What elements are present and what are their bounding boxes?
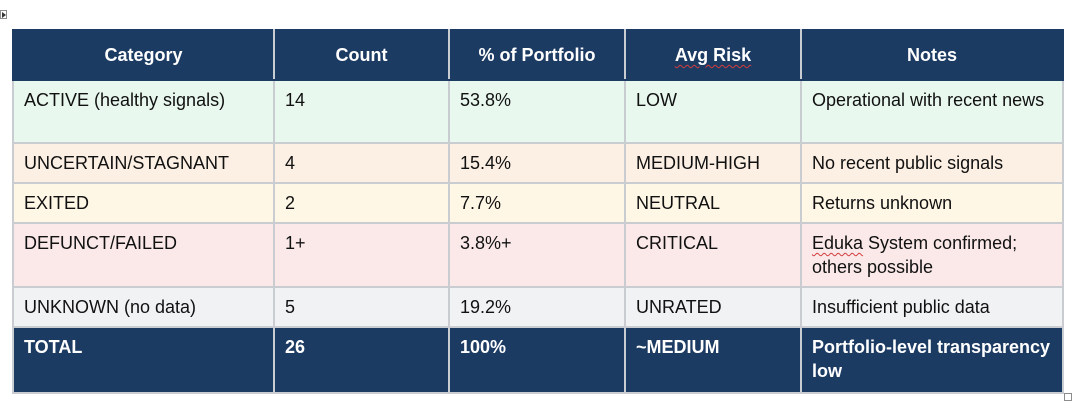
cell-risk[interactable]: UNRATED: [624, 286, 802, 328]
header-risk: Avg Risk: [624, 29, 802, 81]
total-risk[interactable]: ~MEDIUM: [624, 326, 802, 394]
table-row: EXITED 2 7.7% NEUTRAL Returns unknown: [12, 182, 1064, 224]
cell-category[interactable]: ACTIVE (healthy signals): [12, 79, 275, 144]
cell-count[interactable]: 1+: [273, 222, 450, 288]
table-move-handle-icon[interactable]: [0, 10, 7, 19]
total-percent[interactable]: 100%: [448, 326, 626, 394]
cell-category[interactable]: UNCERTAIN/STAGNANT: [12, 142, 275, 184]
header-count: Count: [273, 29, 450, 81]
cell-percent[interactable]: 3.8%+: [448, 222, 626, 288]
header-category: Category: [12, 29, 275, 81]
cell-risk[interactable]: NEUTRAL: [624, 182, 802, 224]
cell-percent[interactable]: 53.8%: [448, 79, 626, 144]
cell-percent[interactable]: 19.2%: [448, 286, 626, 328]
total-category[interactable]: TOTAL: [12, 326, 275, 394]
cell-percent[interactable]: 15.4%: [448, 142, 626, 184]
cell-count[interactable]: 5: [273, 286, 450, 328]
cell-percent[interactable]: 7.7%: [448, 182, 626, 224]
table-header-row: Category Count % of Portfolio Avg Risk N…: [12, 29, 1064, 81]
cell-notes[interactable]: Returns unknown: [800, 182, 1064, 224]
cell-count[interactable]: 14: [273, 79, 450, 144]
cell-category[interactable]: UNKNOWN (no data): [12, 286, 275, 328]
portfolio-summary-table: Category Count % of Portfolio Avg Risk N…: [12, 29, 1064, 394]
cell-count[interactable]: 2: [273, 182, 450, 224]
cell-notes[interactable]: Eduka System confirmed; others possible: [800, 222, 1064, 288]
total-count[interactable]: 26: [273, 326, 450, 394]
header-notes: Notes: [800, 29, 1064, 81]
table-row: UNKNOWN (no data) 5 19.2% UNRATED Insuff…: [12, 286, 1064, 328]
table-row: ACTIVE (healthy signals) 14 53.8% LOW Op…: [12, 79, 1064, 144]
header-risk-label: Avg Risk: [674, 45, 752, 65]
cell-category[interactable]: EXITED: [12, 182, 275, 224]
cell-category[interactable]: DEFUNCT/FAILED: [12, 222, 275, 288]
cell-count[interactable]: 4: [273, 142, 450, 184]
cell-risk[interactable]: MEDIUM-HIGH: [624, 142, 802, 184]
total-notes[interactable]: Portfolio-level transparency low: [800, 326, 1064, 394]
cell-risk[interactable]: CRITICAL: [624, 222, 802, 288]
table-row: DEFUNCT/FAILED 1+ 3.8%+ CRITICAL Eduka S…: [12, 222, 1064, 288]
table-total-row: TOTAL 26 100% ~MEDIUM Portfolio-level tr…: [12, 326, 1064, 394]
spellcheck-flagged-word: Eduka: [812, 233, 864, 253]
cell-notes[interactable]: No recent public signals: [800, 142, 1064, 184]
cell-notes[interactable]: Insufficient public data: [800, 286, 1064, 328]
table-resize-handle-icon[interactable]: [1064, 393, 1072, 401]
table-row: UNCERTAIN/STAGNANT 4 15.4% MEDIUM-HIGH N…: [12, 142, 1064, 184]
cell-notes-text: System confirmed; others possible: [812, 233, 1018, 277]
cell-risk[interactable]: LOW: [624, 79, 802, 144]
cell-notes[interactable]: Operational with recent news: [800, 79, 1064, 144]
header-percent: % of Portfolio: [448, 29, 626, 81]
